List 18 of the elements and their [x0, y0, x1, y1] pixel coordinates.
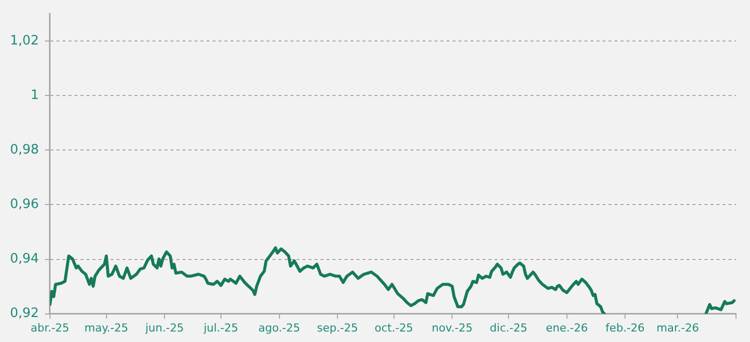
x-tick-label: jul.-25	[202, 321, 238, 334]
x-tick-label: feb.-26	[606, 321, 645, 334]
y-tick-label: 0,94	[10, 252, 39, 267]
x-tick-label: ago.-25	[258, 321, 300, 334]
x-tick-label: mar.-26	[656, 321, 699, 334]
y-tick-label: 0,98	[10, 142, 39, 158]
x-tick-label: nov.-25	[432, 321, 473, 334]
y-tick-label: 1,02	[10, 33, 39, 48]
x-tick-label: may.-25	[84, 321, 128, 334]
y-tick-label: 0,96	[10, 197, 39, 212]
x-tick-label: sep.-25	[317, 321, 358, 334]
x-tick-label: ene.-26	[546, 321, 588, 334]
x-tick-label: abr.-25	[30, 321, 70, 334]
x-tick-label: dic.-25	[490, 321, 528, 334]
y-tick-label: 1	[30, 88, 39, 103]
x-tick-label: oct.-25	[374, 321, 414, 334]
y-tick-label: 0,92	[10, 306, 39, 322]
x-tick-label: jun.-25	[144, 321, 184, 334]
